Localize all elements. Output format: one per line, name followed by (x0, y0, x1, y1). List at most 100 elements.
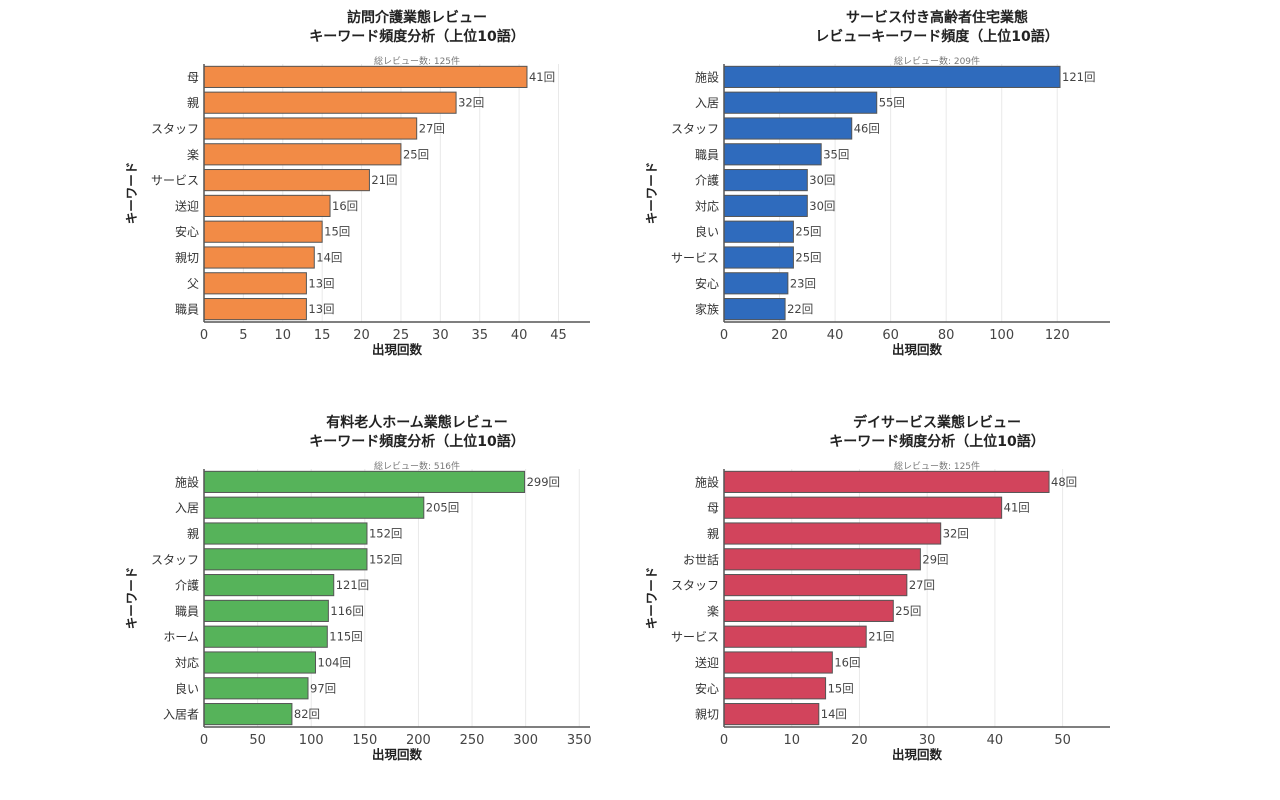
x-tick-label: 0 (720, 733, 728, 748)
category-label: 良い (695, 224, 719, 239)
data-label: 35回 (823, 147, 849, 161)
data-label: 30回 (809, 173, 835, 187)
bar (723, 599, 894, 622)
data-label: 32回 (943, 527, 969, 541)
chart-title-line: キーワード頻度分析（上位10語） (309, 28, 524, 45)
category-label: 施設 (695, 69, 719, 84)
category-label: 職員 (695, 148, 719, 162)
bar (203, 703, 293, 726)
x-tick-label: 40 (827, 328, 844, 343)
data-label: 152回 (369, 552, 402, 566)
category-label: 施設 (175, 474, 199, 489)
data-label: 25回 (795, 225, 821, 239)
bar (203, 246, 315, 269)
data-label: 25回 (403, 147, 429, 161)
bar (723, 574, 908, 597)
chart-title-line: デイサービス業態レビュー (853, 414, 1021, 431)
x-tick-label: 50 (1054, 733, 1071, 748)
bar (723, 194, 808, 217)
x-tick-label: 80 (938, 328, 955, 343)
y-axis-label: キーワード (124, 567, 139, 630)
x-tick-label: 300 (513, 733, 538, 748)
chart-title-line: キーワード頻度分析（上位10語） (309, 433, 524, 450)
bar (203, 470, 526, 493)
x-axis-label: 出現回数 (372, 747, 423, 762)
category-label: 楽 (707, 604, 719, 618)
bar (723, 703, 820, 726)
x-tick-label: 0 (200, 733, 208, 748)
bar (203, 625, 328, 648)
category-label: スタッフ (151, 553, 199, 567)
x-tick-label: 100 (989, 328, 1014, 343)
chart-serviced-housing: サービス付き高齢者住宅業態 レビューキーワード頻度（上位10語） 総レビュー数: 2… (600, 0, 1160, 395)
data-label: 152回 (369, 527, 402, 541)
data-label: 16回 (834, 656, 860, 670)
bar (723, 143, 822, 166)
chart-day-service: デイサービス業態レビュー キーワード頻度分析（上位10語） 総レビュー数: 125件… (600, 405, 1160, 800)
chart-title-line: 有料老人ホーム業態レビュー (326, 414, 508, 431)
bar (723, 220, 794, 243)
x-tick-label: 30 (919, 733, 936, 748)
category-label: 安心 (175, 224, 199, 239)
y-axis-label: キーワード (124, 162, 139, 225)
category-label: 対応 (175, 656, 199, 670)
bar (723, 298, 786, 321)
bar (203, 522, 368, 545)
category-label: 職員 (175, 303, 199, 317)
data-label: 46回 (854, 122, 880, 136)
bar (203, 194, 331, 217)
data-label: 27回 (909, 578, 935, 592)
data-label: 116回 (330, 604, 363, 618)
bar (723, 625, 867, 648)
category-label: 入居 (695, 96, 719, 110)
category-label: 親 (187, 96, 199, 110)
chart-title-line: レビューキーワード頻度（上位10語） (815, 28, 1058, 45)
data-label: 21回 (371, 173, 397, 187)
data-label: 21回 (868, 630, 894, 644)
bar (203, 677, 309, 700)
data-label: 25回 (895, 604, 921, 618)
category-label: 介護 (175, 578, 199, 593)
bar (723, 117, 853, 140)
bar (723, 246, 794, 269)
bar (723, 548, 921, 571)
category-label: サービス (671, 630, 719, 644)
category-label: 親切 (695, 708, 719, 722)
category-label: 母 (187, 70, 199, 84)
category-label: 介護 (695, 173, 719, 188)
bar (203, 651, 317, 674)
bar (723, 91, 878, 114)
category-label: スタッフ (151, 122, 199, 136)
data-label: 82回 (294, 707, 320, 721)
category-label: 送迎 (695, 655, 719, 670)
data-label: 13回 (308, 302, 334, 316)
category-label: 対応 (695, 199, 719, 213)
chart-subtitle: 総レビュー数: 516件 (374, 460, 460, 472)
x-tick-label: 150 (352, 733, 377, 748)
bar (203, 599, 329, 622)
data-label: 32回 (458, 96, 484, 110)
data-label: 41回 (529, 70, 555, 84)
x-axis-label: 出現回数 (892, 342, 943, 357)
category-label: 親切 (175, 251, 199, 265)
x-tick-label: 20 (353, 328, 370, 343)
category-label: 入居者 (163, 708, 199, 722)
data-label: 23回 (790, 276, 816, 290)
data-label: 15回 (324, 225, 350, 239)
data-label: 25回 (795, 251, 821, 265)
bar (723, 470, 1050, 493)
y-axis-label: キーワード (644, 162, 659, 225)
data-label: 14回 (316, 251, 342, 265)
bar (723, 496, 1003, 519)
category-label: 母 (707, 501, 719, 515)
x-tick-label: 100 (299, 733, 324, 748)
x-tick-label: 200 (406, 733, 431, 748)
bar (203, 548, 368, 571)
data-label: 205回 (426, 501, 459, 515)
category-label: 良い (175, 681, 199, 696)
category-label: 施設 (695, 474, 719, 489)
data-label: 29回 (922, 552, 948, 566)
